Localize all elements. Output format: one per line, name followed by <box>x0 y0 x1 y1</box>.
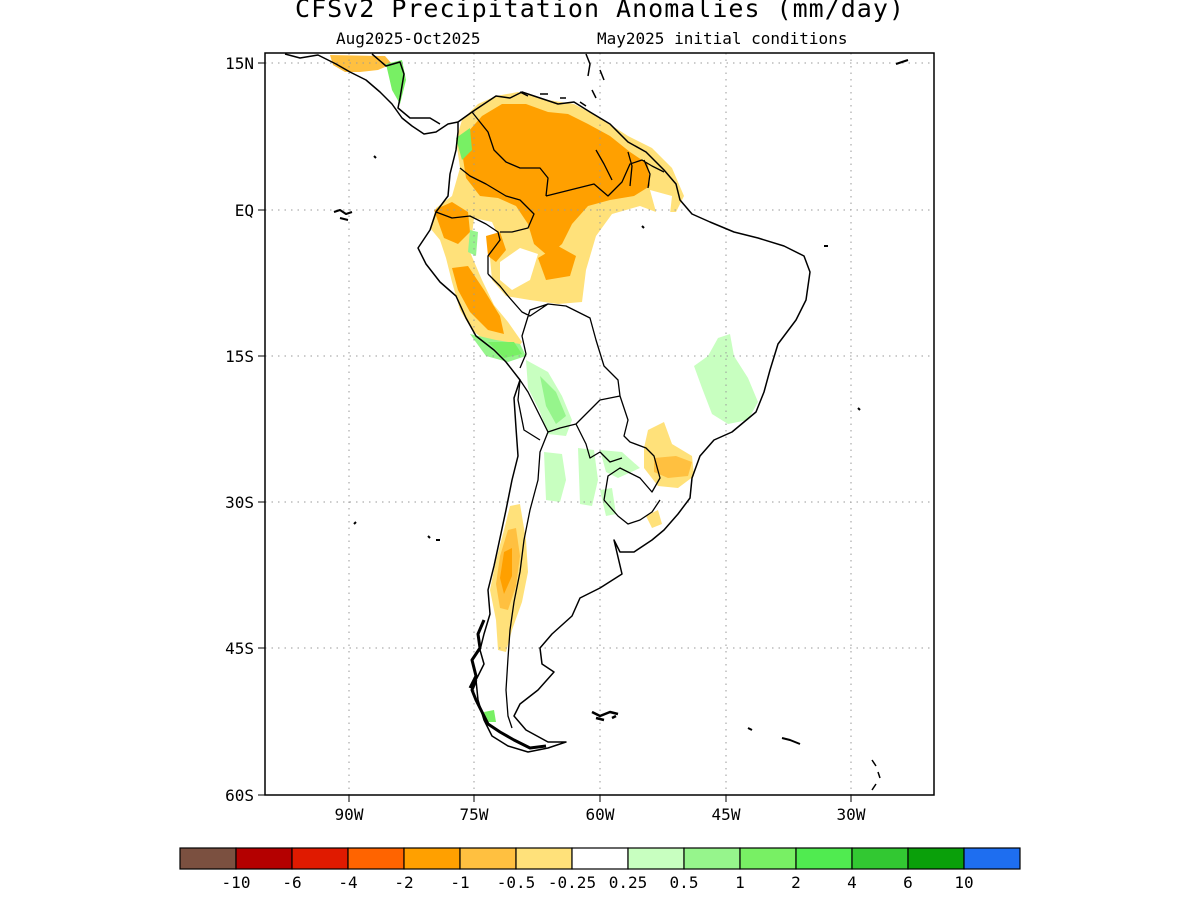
colorbar-swatch <box>459 847 517 870</box>
anomaly-wet-bolivia-core <box>540 376 566 424</box>
anomaly-neutral-amazon <box>500 248 538 290</box>
anomaly-dry-central-america <box>330 55 392 72</box>
initial-conditions: May2025 initial conditions <box>597 29 848 48</box>
lat-label: 30S <box>225 493 254 512</box>
coastlines <box>284 53 909 791</box>
anomaly-dry-chile-inner <box>500 548 512 594</box>
anomaly-dry-colombia-west <box>434 202 470 244</box>
south-sandwich-islands <box>871 759 881 791</box>
colorbar-label: 2 <box>791 873 801 892</box>
latitude-labels: 15N EQ 15S 30S 45S 60S <box>225 54 254 805</box>
colorbar-label: 0.25 <box>609 873 648 892</box>
colorbar-label: -0.25 <box>548 873 596 892</box>
south-america-coast <box>417 91 811 753</box>
lat-label: 60S <box>225 786 254 805</box>
lat-label: 15S <box>225 347 254 366</box>
lat-lon-grid <box>265 53 934 795</box>
colorbar-swatch <box>235 847 293 870</box>
colorbar-label: -6 <box>282 873 301 892</box>
caribbean-islands <box>519 53 605 107</box>
colorbar-swatch <box>795 847 853 870</box>
colorbar-swatch <box>291 847 349 870</box>
forecast-period: Aug2025-Oct2025 <box>336 29 481 48</box>
anomaly-dry-peru-andes <box>452 266 504 334</box>
lat-label: EQ <box>235 201 254 220</box>
anomaly-neutral-guiana <box>650 190 672 214</box>
anomaly-wet-paraguay <box>600 450 640 478</box>
lon-label: 75W <box>460 805 489 824</box>
lon-label: 60W <box>586 805 615 824</box>
anomaly-dry-north-core <box>462 104 650 256</box>
colorbar-label: -1 <box>450 873 469 892</box>
south-georgia <box>781 737 801 745</box>
anomaly-dry-southern-brazil <box>644 422 694 488</box>
anomaly-dry-rio-grande <box>646 510 662 528</box>
lat-label: 45S <box>225 639 254 658</box>
tierra-del-fuego <box>470 679 547 750</box>
colorbar-label: 0.5 <box>670 873 699 892</box>
chile-fjords <box>468 619 486 689</box>
colorbar-label: -10 <box>222 873 251 892</box>
anomaly-shading <box>330 55 758 722</box>
colorbar-swatch <box>403 847 461 870</box>
colorbar-swatch <box>515 847 573 870</box>
colorbar-label: 4 <box>847 873 857 892</box>
colorbar-label: 10 <box>954 873 973 892</box>
anomaly-wet-panama <box>456 128 472 160</box>
central-america-caribbean-coast <box>371 53 441 125</box>
lat-label: 15N <box>225 54 254 73</box>
anomaly-dry-western-amazon <box>486 232 506 262</box>
colorbar-label: -2 <box>394 873 413 892</box>
anomaly-wet-argentina-1 <box>544 452 566 502</box>
anomaly-wet-peru-core <box>488 342 522 358</box>
anomaly-dry-amazon-pocket <box>538 246 576 280</box>
colorbar-swatch <box>907 847 965 870</box>
lon-label: 45W <box>712 805 741 824</box>
anomaly-dry-southern-brazil-core <box>654 456 692 478</box>
colorbar-swatch <box>963 847 1021 870</box>
central-america-coast <box>284 53 459 135</box>
map-title: CFSv2 Precipitation Anomalies (mm/day) <box>295 0 905 23</box>
colorbar-swatch <box>347 847 405 870</box>
anomaly-wet-andes <box>468 230 478 256</box>
colorbar-swatch <box>683 847 741 870</box>
colorbar-swatch <box>627 847 685 870</box>
longitude-labels: 90W 75W 60W 45W 30W <box>335 805 866 824</box>
colorbar-swatch <box>571 847 629 870</box>
colorbar-label: 6 <box>903 873 913 892</box>
small-islands <box>353 59 909 731</box>
anomaly-wet-argentina-2 <box>578 448 598 506</box>
colorbar-swatch <box>851 847 909 870</box>
falkland-islands <box>591 710 619 722</box>
colorbar-label: -0.5 <box>497 873 536 892</box>
colorbar-swatch <box>179 847 237 870</box>
colorbar-label: -4 <box>338 873 357 892</box>
colorbar: -10 -6 -4 -2 -1 -0.5 -0.25 0.25 0.5 1 2 4 6 10 <box>179 847 1021 892</box>
colorbar-label: 1 <box>735 873 745 892</box>
country-borders <box>435 111 665 729</box>
colorbar-swatch <box>739 847 797 870</box>
lon-label: 30W <box>837 805 866 824</box>
axis-ticks <box>258 62 852 802</box>
galapagos-islands <box>333 209 353 221</box>
lon-label: 90W <box>335 805 364 824</box>
